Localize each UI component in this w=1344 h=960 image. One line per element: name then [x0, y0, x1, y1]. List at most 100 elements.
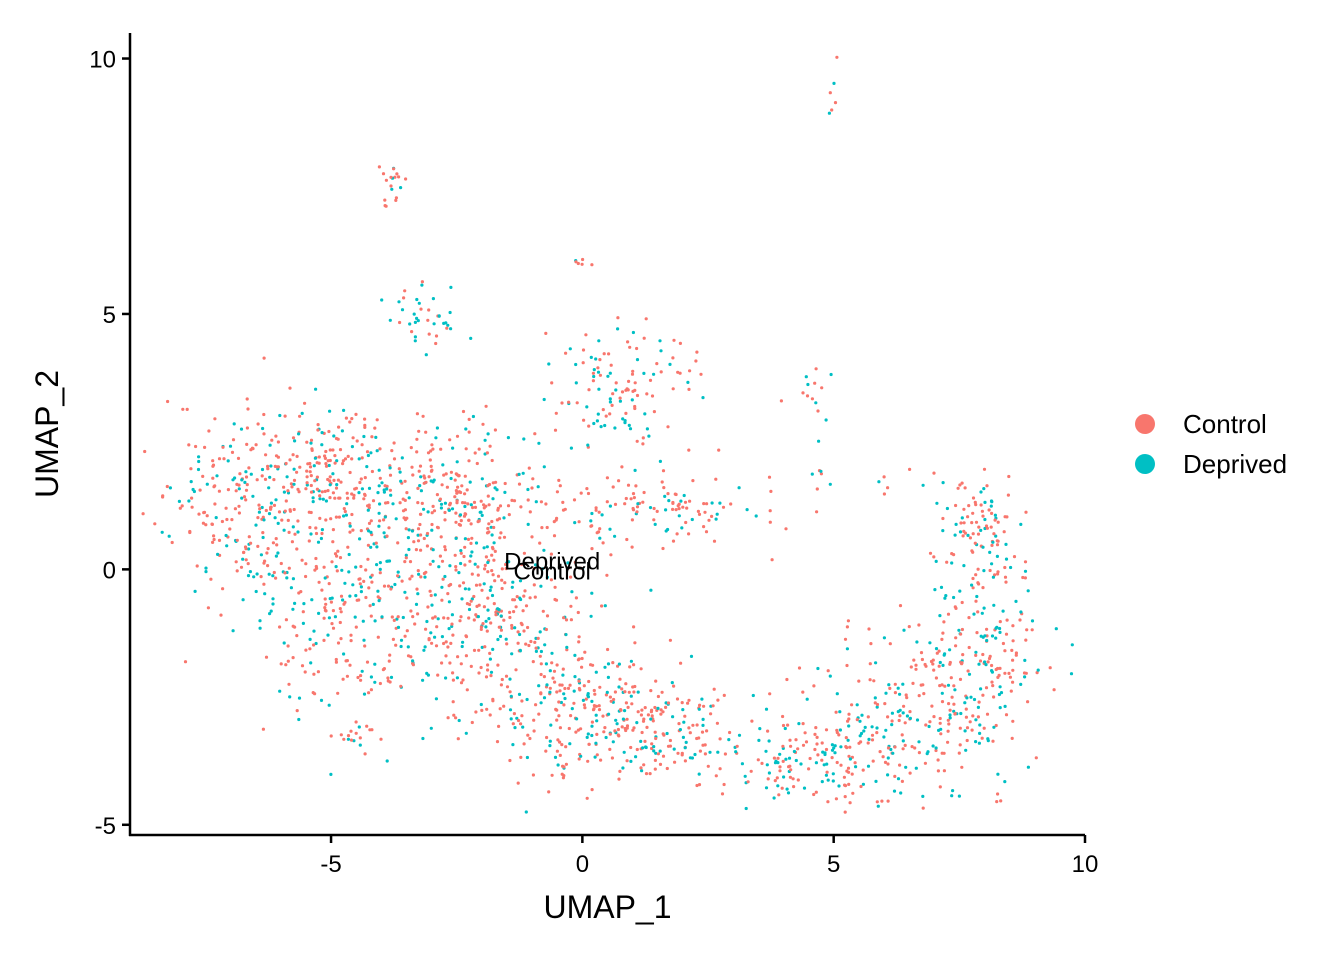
point-control: [488, 713, 492, 717]
point-deprived: [486, 608, 490, 612]
point-control: [531, 660, 535, 664]
point-deprived: [455, 460, 459, 464]
point-control: [695, 736, 699, 741]
point-control: [974, 599, 978, 603]
point-control: [418, 464, 423, 468]
point-control: [994, 723, 998, 728]
point-deprived: [296, 530, 300, 534]
point-control: [530, 486, 534, 490]
point-control: [503, 481, 507, 486]
point-control: [419, 533, 423, 537]
point-control: [346, 545, 350, 549]
point-control: [378, 681, 382, 686]
point-deprived: [615, 722, 619, 726]
point-control: [345, 491, 349, 495]
point-control: [274, 454, 279, 458]
point-control: [454, 511, 458, 515]
point-control: [665, 766, 669, 771]
point-deprived: [319, 536, 323, 541]
point-control: [454, 565, 458, 569]
point-control: [781, 723, 786, 728]
point-deprived: [366, 453, 370, 458]
point-control: [594, 704, 599, 708]
point-control: [405, 629, 409, 633]
point-control: [618, 396, 622, 400]
point-control: [455, 473, 459, 477]
point-control: [354, 486, 358, 490]
point-deprived: [996, 772, 1000, 776]
point-control: [661, 546, 665, 551]
point-control: [222, 457, 226, 461]
point-deprived: [594, 670, 598, 674]
point-deprived: [437, 565, 441, 569]
point-control: [813, 747, 817, 752]
point-control: [499, 531, 503, 535]
point-control: [544, 331, 548, 335]
point-control: [342, 602, 346, 606]
point-deprived: [431, 559, 435, 563]
point-control: [256, 516, 260, 520]
point-deprived: [255, 572, 259, 576]
point-control: [339, 637, 343, 641]
point-deprived: [420, 283, 424, 287]
point-deprived: [830, 743, 835, 747]
point-deprived: [882, 735, 886, 739]
point-deprived: [536, 485, 540, 489]
point-deprived: [262, 518, 266, 522]
point-control: [545, 735, 549, 740]
point-control: [610, 756, 615, 760]
point-deprived: [786, 791, 791, 795]
point-deprived: [396, 625, 401, 630]
point-control: [1014, 653, 1018, 657]
point-deprived: [1019, 610, 1023, 614]
point-deprived: [508, 677, 512, 681]
point-deprived: [469, 336, 473, 340]
point-control: [931, 658, 935, 662]
point-control: [715, 721, 720, 725]
point-control: [932, 715, 936, 719]
point-control: [557, 714, 561, 718]
point-control: [358, 577, 362, 581]
point-control: [350, 417, 354, 421]
point-control: [451, 678, 455, 682]
point-control: [770, 558, 774, 562]
point-control: [625, 724, 630, 728]
point-deprived: [603, 423, 607, 428]
point-control: [869, 642, 873, 646]
point-deprived: [958, 530, 963, 534]
point-deprived: [680, 526, 684, 530]
point-control: [448, 503, 452, 507]
point-deprived: [418, 484, 422, 488]
point-control: [376, 595, 380, 599]
point-deprived: [330, 596, 334, 600]
point-deprived: [652, 745, 656, 749]
point-control: [403, 634, 407, 638]
point-deprived: [573, 653, 577, 658]
point-deprived: [559, 700, 564, 705]
point-deprived: [309, 532, 313, 536]
point-control: [579, 491, 583, 495]
point-control: [1035, 671, 1039, 675]
point-control: [499, 628, 503, 632]
point-control: [671, 507, 675, 511]
point-control: [598, 685, 602, 689]
point-control: [412, 540, 416, 544]
point-control: [974, 573, 978, 577]
point-deprived: [350, 445, 354, 449]
point-control: [472, 594, 476, 599]
point-control: [591, 379, 596, 383]
point-control: [520, 562, 524, 567]
point-control: [444, 640, 448, 644]
point-control: [1009, 689, 1013, 693]
point-deprived: [293, 439, 297, 443]
point-control: [328, 448, 332, 452]
point-control: [183, 660, 188, 664]
point-deprived: [848, 757, 853, 761]
point-control: [309, 490, 314, 494]
point-deprived: [597, 339, 601, 343]
point-deprived: [890, 711, 895, 715]
point-control: [785, 677, 789, 682]
point-deprived: [963, 729, 967, 733]
point-control: [416, 539, 421, 543]
point-control: [633, 381, 637, 385]
